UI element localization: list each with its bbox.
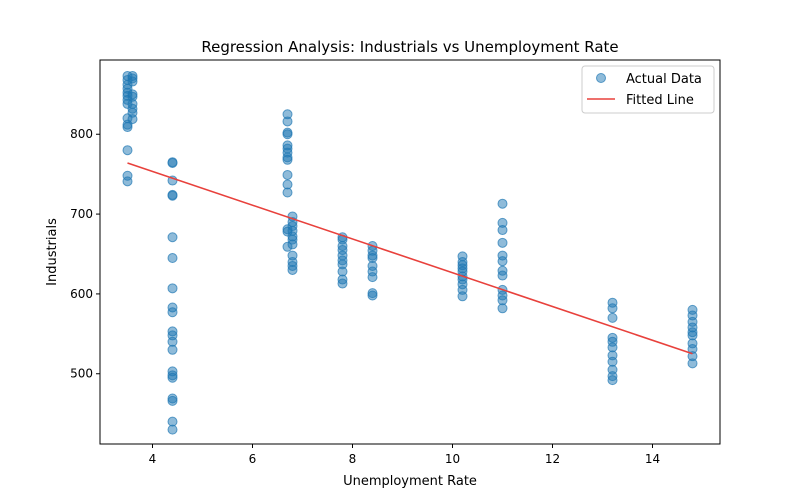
data-point-16 — [127, 76, 138, 87]
data-point-22 — [127, 114, 138, 125]
data-point-65 — [287, 239, 298, 250]
x-tick-label-6: 6 — [249, 452, 257, 466]
data-point-101 — [497, 225, 508, 236]
y-tick-label-800: 800 — [70, 127, 93, 141]
scatter-points — [122, 70, 698, 435]
data-point-27 — [167, 190, 178, 201]
x-tick-label-4: 4 — [149, 452, 157, 466]
data-point-55 — [282, 187, 293, 198]
plot-frame — [99, 59, 721, 445]
x-axis-title: Unemployment Rate — [343, 474, 477, 489]
data-point-29 — [167, 252, 178, 263]
data-point-32 — [167, 307, 178, 318]
data-point-13 — [122, 176, 133, 187]
data-point-104 — [497, 256, 508, 267]
data-point-36 — [167, 344, 178, 355]
x-axis-ticks: 4 6 8 10 12 14 — [149, 444, 660, 466]
data-point-121 — [607, 375, 618, 386]
data-point-45 — [282, 116, 293, 127]
data-point-47 — [282, 129, 293, 140]
fitted-line — [127, 162, 693, 355]
data-point-88 — [367, 290, 378, 301]
data-point-10 — [122, 122, 133, 133]
data-point-28 — [167, 232, 178, 243]
data-point-69 — [287, 264, 298, 275]
data-point-98 — [457, 291, 468, 302]
data-point-11 — [122, 145, 133, 156]
x-tick-label-10: 10 — [445, 452, 460, 466]
y-tick-label-600: 600 — [70, 287, 93, 301]
x-tick-label-8: 8 — [349, 452, 357, 466]
data-point-106 — [497, 270, 508, 281]
y-axis-ticks: 500 600 700 800 — [70, 127, 100, 381]
y-axis-title: Industrials — [45, 218, 60, 286]
x-tick-label-12: 12 — [545, 452, 560, 466]
legend-marker-actual-data — [596, 73, 606, 83]
data-point-79 — [337, 278, 348, 289]
legend: Actual Data Fitted Line — [581, 65, 715, 114]
data-point-52 — [282, 154, 293, 165]
y-tick-label-500: 500 — [70, 367, 93, 381]
data-point-110 — [497, 303, 508, 314]
legend-label-actual-data: Actual Data — [626, 72, 702, 87]
data-point-24 — [167, 157, 178, 168]
data-point-131 — [687, 358, 698, 369]
data-point-53 — [282, 169, 293, 180]
data-point-113 — [607, 312, 618, 323]
legend-box — [581, 65, 715, 114]
data-point-99 — [497, 198, 508, 209]
data-point-112 — [607, 303, 618, 314]
data-point-86 — [367, 272, 378, 283]
x-tick-label-14: 14 — [645, 452, 660, 466]
chart-title: Regression Analysis: Industrials vs Unem… — [201, 38, 618, 56]
data-point-102 — [497, 237, 508, 248]
legend-label-fitted-line: Fitted Line — [626, 93, 694, 108]
data-point-43 — [167, 424, 178, 435]
data-point-39 — [167, 372, 178, 383]
fitted-line-layer — [127, 162, 693, 355]
y-tick-label-700: 700 — [70, 207, 93, 221]
data-point-41 — [167, 395, 178, 406]
data-point-30 — [167, 283, 178, 294]
